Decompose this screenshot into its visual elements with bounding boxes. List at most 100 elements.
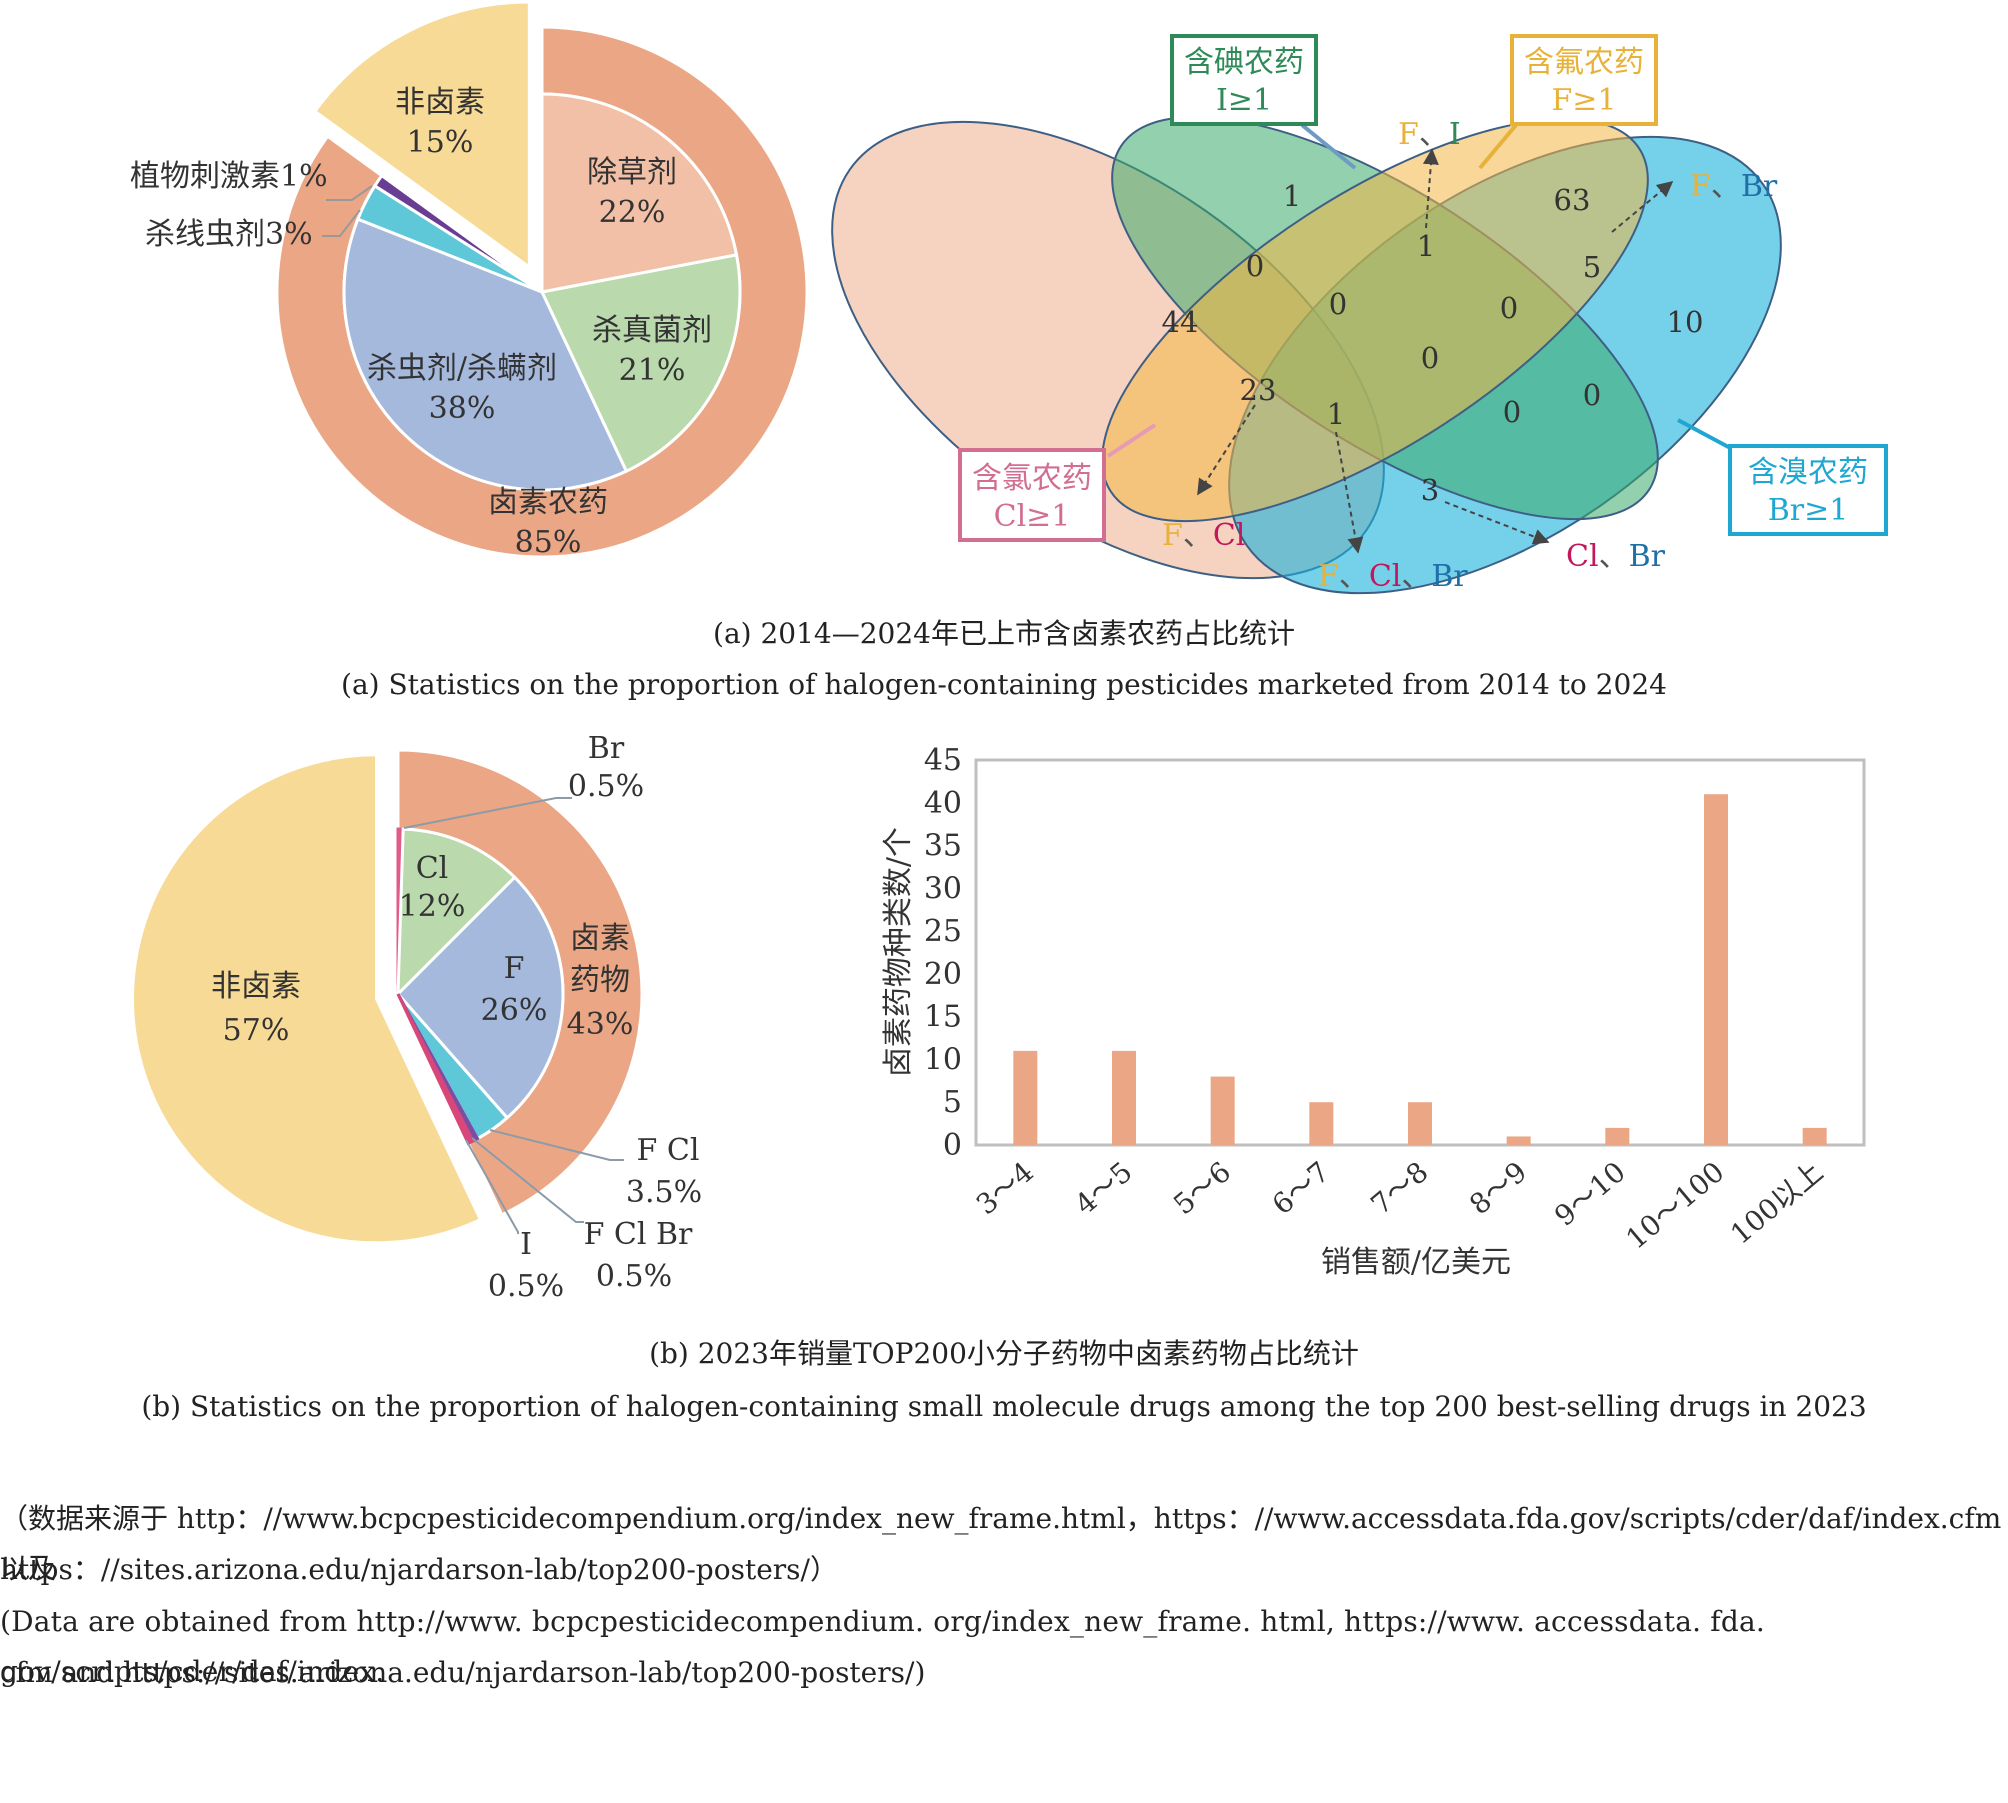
label-stimulant: 植物刺激素1%	[130, 159, 328, 194]
venn-count-i: 1	[1283, 179, 1301, 213]
pie-b-leaders	[403, 797, 624, 1234]
label-b-non-halogen: 非卤素	[211, 969, 301, 1004]
label-halogen-pesticide-pct: 85%	[515, 525, 582, 560]
label-insecticide-pct: 38%	[429, 391, 496, 426]
label-halogen-pesticide: 卤素农药	[488, 485, 608, 520]
bar-3	[1309, 1102, 1334, 1145]
x-tick-label: 10～100	[1620, 1155, 1731, 1256]
label-fungicide-pct: 21%	[619, 353, 686, 388]
venn-set-connectors	[1106, 123, 1735, 458]
label-herbicide: 除草剂	[587, 155, 677, 190]
caption-a-en: (a) Statistics on the proportion of halo…	[341, 668, 1667, 701]
callout-f-br: F、Br	[1690, 169, 1778, 204]
label-b-fclbr: F Cl Br	[584, 1217, 693, 1252]
bar-chart-xlabel: 销售额/亿美元	[1321, 1245, 1511, 1280]
bar-chart-plot-area	[974, 758, 1866, 1147]
venn-count-all: 0	[1421, 341, 1439, 375]
pie-a-slice-fungicide	[539, 253, 742, 474]
label-insecticide: 杀虫剂/杀螨剂	[367, 351, 557, 386]
x-tick-label: 5～6	[1167, 1155, 1237, 1221]
callout-f-cl-br: F、Cl、Br	[1318, 559, 1468, 594]
venn-callout-labels: F、I F、Br F、Cl F、Cl、Br Cl、Br	[1162, 117, 1778, 594]
callout-f-cl: F、Cl	[1162, 518, 1245, 553]
caption-a-cn: (a) 2014—2024年已上市含卤素农药占比统计	[713, 617, 1295, 650]
set-label-iodine: 含碘农药	[1184, 45, 1304, 80]
label-b-halogen-2: 药物	[570, 963, 630, 998]
pie-a	[275, 0, 809, 559]
venn-count-f-cl-br: 1	[1327, 397, 1345, 431]
pie-b-slice-cl	[396, 827, 517, 998]
label-b-cl-pct: 12%	[399, 889, 466, 924]
label-b-f: F	[504, 951, 525, 986]
y-tick-label: 35	[924, 829, 962, 864]
bar-2	[1210, 1076, 1235, 1145]
venn-count-i-f: 1	[1417, 229, 1435, 263]
pie-a-leaders	[322, 185, 373, 237]
bar-chart: 0 5 10 15 20 25 30 35 40 45 3～4 4～5 5～6 6～7 7～8 8～9 9～10…	[924, 743, 1866, 1256]
set-box-fluorine	[1510, 34, 1658, 126]
pie-a-slice-stimulant	[372, 173, 543, 294]
source-cn-line1: （数据来源于 http：//www.bcpcpesticidecompendiu…	[0, 1502, 2002, 1585]
x-tick-label: 4～5	[1069, 1155, 1139, 1221]
set-cond-fluorine: F≥1	[1551, 83, 1616, 118]
caption-b-en: (b) Statistics on the proportion of halo…	[141, 1390, 1867, 1423]
venn-count-i-f-br: 0	[1500, 291, 1518, 325]
y-tick-label: 0	[943, 1128, 962, 1163]
bar-0	[1013, 1050, 1038, 1145]
bar-5	[1506, 1136, 1531, 1145]
label-b-i: I	[520, 1227, 532, 1262]
x-tick-label: 100以上	[1724, 1155, 1829, 1251]
y-tick-label: 40	[924, 786, 962, 821]
set-label-chlorine: 含氯农药	[972, 461, 1092, 496]
label-fungicide: 杀真菌剂	[592, 313, 712, 348]
bar-chart-ylabel: 卤素药物种类数/个	[881, 827, 916, 1077]
label-b-halogen-pct: 43%	[567, 1007, 634, 1042]
pie-a-slice-insecticide	[342, 217, 629, 492]
label-non-halogen: 非卤素	[395, 85, 485, 120]
x-tick-label: 3～4	[970, 1155, 1040, 1221]
x-tick-label: 9～10	[1548, 1155, 1632, 1233]
label-b-fcl-pct: 3.5%	[626, 1175, 702, 1210]
venn-count-f-cl: 23	[1240, 373, 1277, 407]
venn-region-counts: 1 63 44 10 1 5 0 0 0 0 23 1 0 0 3	[1162, 179, 1704, 507]
pie-a-slice-herbicide	[540, 92, 739, 294]
y-tick-label: 45	[924, 743, 962, 778]
set-box-bromine	[1728, 444, 1888, 536]
label-nematicide: 杀线虫剂3%	[145, 217, 313, 252]
set-label-fluorine: 含氟农药	[1524, 45, 1644, 80]
venn-count-i-br: 0	[1583, 378, 1601, 412]
bar-7	[1704, 794, 1728, 1145]
pie-b-slice-non-halogen	[131, 753, 483, 1245]
venn-count-i-f-cl: 0	[1329, 287, 1347, 321]
venn-count-cl-br: 3	[1421, 473, 1439, 507]
source-cn-line2: https：//sites.arizona.edu/njardarson-lab…	[0, 1553, 838, 1586]
set-cond-chlorine: Cl≥1	[994, 499, 1071, 534]
set-cond-bromine: Br≥1	[1768, 493, 1849, 528]
label-herbicide-pct: 22%	[599, 195, 666, 230]
y-tick-label: 20	[924, 957, 962, 992]
set-cond-iodine: I≥1	[1216, 83, 1272, 118]
label-b-fcl: F Cl	[637, 1133, 700, 1168]
caption-b-cn: (b) 2023年销量TOP200小分子药物中卤素药物占比统计	[649, 1337, 1359, 1370]
label-b-br-pct: 0.5%	[568, 769, 644, 804]
x-tick-label: 8～9	[1463, 1155, 1533, 1221]
label-b-f-pct: 26%	[481, 993, 548, 1028]
set-box-iodine	[1170, 34, 1318, 126]
set-box-chlorine	[958, 448, 1106, 542]
venn-set-boxes: 含碘农药 I≥1 含氟农药 F≥1 含氯农药 Cl≥1 含溴农药 Br≥1	[958, 34, 1888, 542]
pie-a-slice-non-halogen	[312, 0, 531, 270]
bar-4	[1408, 1102, 1432, 1145]
pie-b-labels: 非卤素 57% Cl 12% F 26% 卤素 药物 43% Br 0.5% F…	[211, 731, 702, 1304]
label-b-non-halogen-pct: 57%	[223, 1013, 290, 1048]
venn-count-f: 63	[1554, 183, 1591, 217]
bar-8	[1802, 1127, 1827, 1145]
y-tick-label: 30	[924, 871, 962, 906]
pie-b	[131, 748, 644, 1245]
bar-1	[1112, 1050, 1136, 1145]
venn-count-cl: 44	[1162, 305, 1199, 339]
bar-6	[1605, 1127, 1630, 1145]
venn-count-br: 10	[1667, 305, 1704, 339]
label-b-halogen: 卤素	[570, 921, 630, 956]
y-tick-label: 10	[924, 1042, 962, 1077]
